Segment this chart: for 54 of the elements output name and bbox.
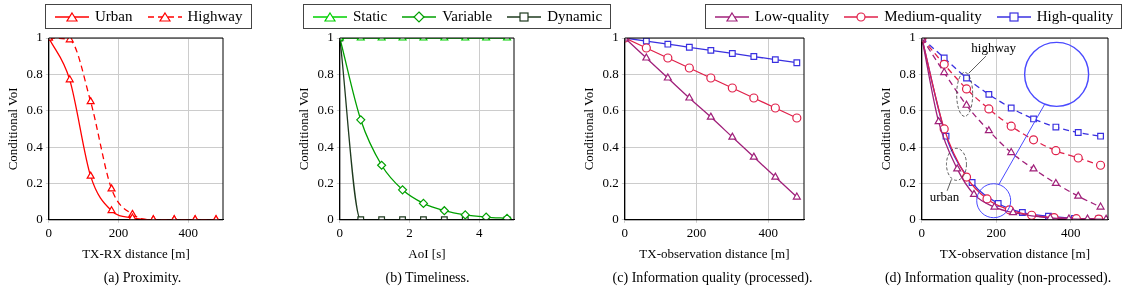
y-tick-label: 0.8 xyxy=(899,65,916,81)
y-axis-title: Conditional VoI xyxy=(878,87,894,171)
legend-label: Variable xyxy=(442,8,493,25)
x-tick-label: 400 xyxy=(178,225,198,241)
y-tick-label: 0.6 xyxy=(317,102,335,118)
y-tick-label: 0 xyxy=(36,211,43,227)
x-tick-label: 4 xyxy=(475,225,483,241)
y-tick-label: 1 xyxy=(327,29,334,45)
text: (c) Information quality (processed). xyxy=(612,270,813,286)
y-tick-label: 0.8 xyxy=(26,65,43,81)
text: (b) Timeliness. xyxy=(385,270,470,286)
y-tick-label: 0.2 xyxy=(317,174,334,190)
annotation: urban xyxy=(929,189,960,205)
annotation: highway xyxy=(971,40,1017,56)
y-tick-label: 1 xyxy=(909,29,916,45)
y-tick-label: 0.4 xyxy=(317,138,335,154)
y-tick-label: 0 xyxy=(612,211,619,227)
text: (d) Information quality (non-processed). xyxy=(884,270,1112,286)
y-tick-label: 0.8 xyxy=(602,65,619,81)
x-tick-label: 400 xyxy=(758,225,778,241)
x-tick-label: 200 xyxy=(986,225,1007,241)
y-tick-label: 1 xyxy=(612,29,619,45)
legend-label: High-quality xyxy=(1036,8,1114,25)
legend-label: Urban xyxy=(95,8,133,25)
y-tick-label: 0 xyxy=(327,211,334,227)
legend-label: Highway xyxy=(187,8,243,25)
legend-label: Dynamic xyxy=(547,8,603,25)
y-tick-label: 0.6 xyxy=(26,102,44,118)
y-axis-title: Conditional VoI xyxy=(5,87,21,171)
y-tick-label: 0.6 xyxy=(899,102,917,118)
y-axis-title: Conditional VoI xyxy=(296,87,312,171)
x-axis-title: TX-observation distance [m] xyxy=(939,245,1091,261)
y-tick-label: 0.2 xyxy=(602,174,619,190)
y-axis-title: Conditional VoI xyxy=(581,87,597,171)
y-tick-label: 0.2 xyxy=(26,174,43,190)
y-tick-label: 0.4 xyxy=(602,138,620,154)
y-tick-label: 0.4 xyxy=(899,138,917,154)
x-tick-label: 200 xyxy=(108,225,129,241)
x-axis-title: TX-RX distance [m] xyxy=(82,245,190,261)
legend-label: Low-quality xyxy=(755,8,830,25)
y-tick-label: 0.4 xyxy=(26,138,44,154)
legend-label: Medium-quality xyxy=(884,8,982,25)
x-tick-label: 2 xyxy=(406,225,413,241)
text: (a) Proximity. xyxy=(103,270,182,286)
y-tick-label: 0.2 xyxy=(899,174,916,190)
x-axis-title: TX-observation distance [m] xyxy=(639,245,790,261)
y-tick-label: 1 xyxy=(36,29,43,45)
legend-label: Static xyxy=(353,8,388,25)
y-tick-label: 0.6 xyxy=(602,102,620,118)
y-tick-label: 0 xyxy=(909,211,916,227)
x-tick-label: 400 xyxy=(1061,225,1081,241)
x-tick-label: 200 xyxy=(686,225,707,241)
y-tick-label: 0.8 xyxy=(317,65,334,81)
x-axis-title: AoI [s] xyxy=(408,245,446,261)
